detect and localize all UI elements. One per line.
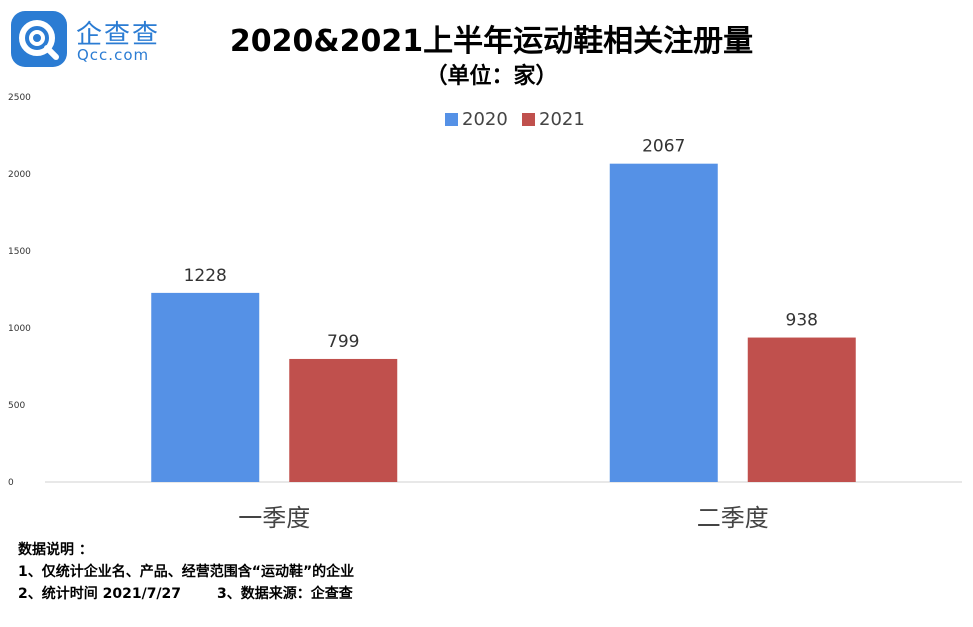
x-category-label: 一季度 <box>238 504 310 532</box>
notes-source: 3、数据来源：企查查 <box>217 586 353 602</box>
brand-logo: 企查查 Qcc.com <box>10 8 170 68</box>
bar-2020-1 <box>151 292 260 482</box>
y-tick-label: 1500 <box>8 247 31 257</box>
y-tick-label: 1000 <box>8 324 31 334</box>
bar-value-label: 938 <box>786 311 818 331</box>
y-tick-label: 2000 <box>8 170 31 180</box>
y-tick-label: 500 <box>8 401 25 411</box>
legend-swatch-2020 <box>445 113 458 126</box>
data-notes: 数据说明 ： 1、仅统计企业名、产品、经营范围含“运动鞋”的企业 2、统计时间 … <box>18 539 354 605</box>
bar-chart: 0 500 1000 1500 2000 2500 1228 799 一季度 2067 938 二季度… <box>8 93 962 532</box>
legend-label-2021: 2021 <box>539 109 585 130</box>
bar-value-label: 799 <box>327 332 359 352</box>
chart-title: 2020&2021上半年运动鞋相关注册量 <box>229 24 754 59</box>
bar-2021-1 <box>289 358 398 482</box>
brand-name-cn: 企查查 <box>76 20 161 50</box>
notes-stat-time: 2、统计时间 2021/7/27 <box>18 586 182 602</box>
legend-label-2020: 2020 <box>462 109 508 130</box>
bar-value-label: 1228 <box>184 266 227 286</box>
notes-line-2: 2、统计时间 2021/7/27 3、数据来源：企查查 <box>18 583 354 605</box>
bar-value-label: 2067 <box>642 137 685 157</box>
chart-subtitle: （单位：家） <box>425 64 558 89</box>
bar-2021-2 <box>747 337 856 482</box>
bar-2020-2 <box>609 163 718 482</box>
x-category-label: 二季度 <box>697 504 769 532</box>
notes-line-1: 1、仅统计企业名、产品、经营范围含“运动鞋”的企业 <box>18 564 355 580</box>
qcc-logo-icon <box>11 11 67 67</box>
y-tick-label: 2500 <box>8 93 31 103</box>
legend-swatch-2021 <box>522 113 535 126</box>
brand-name-en: Qcc.com <box>77 46 150 64</box>
notes-heading: 数据说明 ： <box>18 542 93 558</box>
y-tick-label: 0 <box>8 478 14 488</box>
